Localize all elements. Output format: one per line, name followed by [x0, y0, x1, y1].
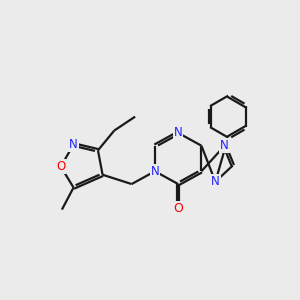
Text: N: N: [69, 138, 78, 151]
Text: N: N: [174, 126, 182, 140]
Text: O: O: [173, 202, 183, 215]
Text: N: N: [211, 175, 220, 188]
Text: N: N: [151, 165, 159, 178]
Text: N: N: [220, 139, 229, 152]
Text: O: O: [56, 160, 65, 173]
